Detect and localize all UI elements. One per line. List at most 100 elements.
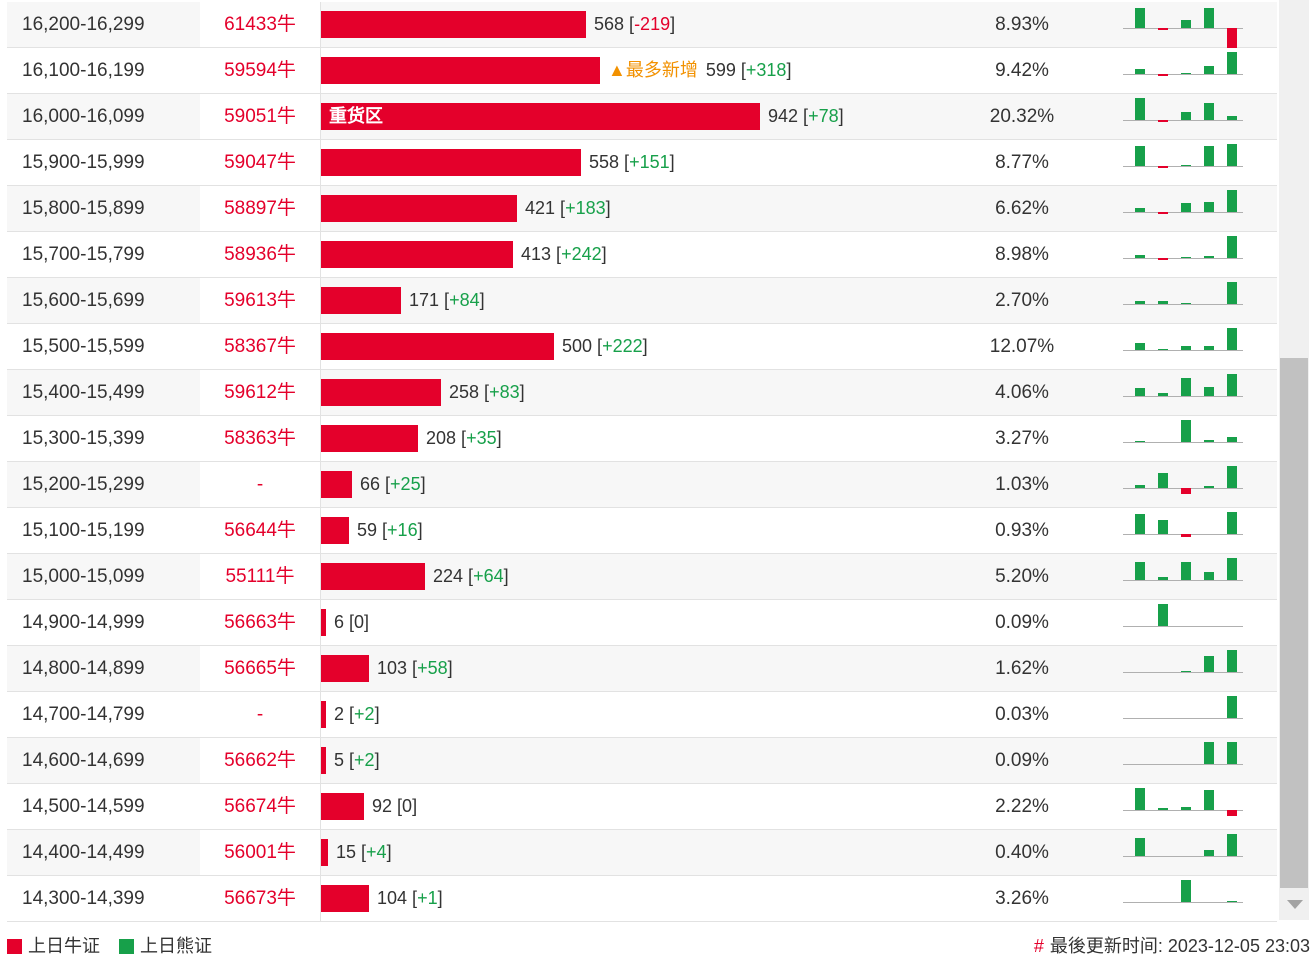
legend-bull-label: 上日牛证 — [28, 936, 100, 956]
table-row[interactable]: 16,200-16,299 61433牛 568 [-219] 8.93% — [7, 2, 1277, 48]
sparkline-bar — [1227, 116, 1237, 120]
volume-value: 568 — [594, 14, 625, 34]
volume-change: +1 — [417, 888, 438, 908]
cbbc-code-link[interactable]: 55111牛 — [200, 554, 320, 599]
cbbc-code-link[interactable]: 56001牛 — [200, 830, 320, 875]
table-row[interactable]: 14,500-14,599 56674牛 92 [0] 2.22% — [7, 784, 1277, 830]
sparkline-baseline — [1123, 166, 1243, 167]
price-range: 15,600-15,699 — [22, 290, 145, 311]
sparkline-chart — [1123, 876, 1243, 921]
table-row[interactable]: 16,000-16,099 59051牛 重货区 942 [+78] 20.32% — [7, 94, 1277, 140]
cbbc-code-link[interactable]: 58936牛 — [200, 232, 320, 277]
table-row[interactable]: 15,600-15,699 59613牛 171 [+84] 2.70% — [7, 278, 1277, 324]
sparkline-bar — [1158, 301, 1168, 304]
bar-cell: 5 [+2] — [320, 738, 1021, 783]
sparkline-bar — [1135, 562, 1145, 580]
sparkline-bar — [1227, 466, 1237, 488]
volume-value: 208 — [426, 428, 457, 448]
sparkline-baseline — [1123, 258, 1243, 259]
volume-bar — [321, 517, 349, 544]
table-row[interactable]: 15,400-15,499 59612牛 258 [+83] 4.06% — [7, 370, 1277, 416]
cbbc-code-link[interactable]: 59612牛 — [200, 370, 320, 415]
volume-change: +58 — [417, 658, 448, 678]
table-row[interactable]: 15,100-15,199 56644牛 59 [+16] 0.93% — [7, 508, 1277, 554]
percentage: 4.06% — [995, 382, 1049, 403]
sparkline-bar — [1181, 165, 1191, 166]
sparkline-bar — [1227, 28, 1237, 48]
percentage: 0.40% — [995, 842, 1049, 863]
volume-bar — [321, 701, 326, 728]
sparkline-bar — [1135, 388, 1145, 396]
cbbc-code-link[interactable]: 56662牛 — [200, 738, 320, 783]
sparkline-baseline — [1123, 120, 1243, 121]
volume-value: 942 — [768, 106, 799, 126]
sparkline-bar — [1158, 393, 1168, 396]
bar-cell: 15 [+4] — [320, 830, 1021, 875]
sparkline-bar — [1227, 901, 1237, 902]
table-row[interactable]: 14,900-14,999 56663牛 6 [0] 0.09% — [7, 600, 1277, 646]
sparkline-bar — [1135, 98, 1145, 120]
table-row[interactable]: 15,300-15,399 58363牛 208 [+35] 3.27% — [7, 416, 1277, 462]
volume-value: 421 — [525, 198, 556, 218]
sparkline-bar — [1181, 420, 1191, 442]
price-range: 15,000-15,099 — [22, 566, 145, 587]
percentage: 20.32% — [989, 106, 1055, 127]
legend: 上日牛证 上日熊证 — [7, 934, 226, 958]
cbbc-code-link[interactable]: 56673牛 — [200, 876, 320, 921]
volume-label: 500 [+222] — [562, 336, 648, 356]
volume-change: +183 — [565, 198, 606, 218]
table-row[interactable]: 15,000-15,099 55111牛 224 [+64] 5.20% — [7, 554, 1277, 600]
sparkline-bar — [1204, 346, 1214, 350]
percentage: 9.42% — [995, 60, 1049, 81]
table-row[interactable]: 14,400-14,499 56001牛 15 [+4] 0.40% — [7, 830, 1277, 876]
bar-cell: 500 [+222] — [320, 324, 1021, 369]
cbbc-code-link[interactable]: 61433牛 — [200, 2, 320, 47]
cbbc-code-link[interactable]: 59594牛 — [200, 48, 320, 93]
sparkline-bar — [1204, 146, 1214, 166]
scrollbar-thumb[interactable] — [1280, 358, 1308, 888]
sparkline-baseline — [1123, 672, 1243, 673]
table-row[interactable]: 15,900-15,999 59047牛 558 [+151] 8.77% — [7, 140, 1277, 186]
table-row[interactable]: 15,800-15,899 58897牛 421 [+183] 6.62% — [7, 186, 1277, 232]
cbbc-code-link[interactable]: 59051牛 — [200, 94, 320, 139]
volume-value: 599 — [705, 60, 736, 80]
scroll-down-arrow-icon[interactable] — [1287, 900, 1303, 909]
sparkline-chart — [1123, 2, 1243, 48]
table-row[interactable]: 14,800-14,899 56665牛 103 [+58] 1.62% — [7, 646, 1277, 692]
sparkline-baseline — [1123, 626, 1243, 627]
cbbc-code-link[interactable]: 59047牛 — [200, 140, 320, 185]
cbbc-code-link[interactable]: 58363牛 — [200, 416, 320, 461]
cbbc-code-link[interactable]: 56644牛 — [200, 508, 320, 553]
table-row[interactable]: 14,300-14,399 56673牛 104 [+1] 3.26% — [7, 876, 1277, 922]
cbbc-code-link[interactable]: 56663牛 — [200, 600, 320, 645]
sparkline-bar — [1158, 808, 1168, 810]
cbbc-code-link[interactable]: 58367牛 — [200, 324, 320, 369]
volume-value: 66 — [360, 474, 381, 494]
bar-cell: 2 [+2] — [320, 692, 1021, 737]
table-row[interactable]: 15,700-15,799 58936牛 413 [+242] 8.98% — [7, 232, 1277, 278]
table-row[interactable]: 15,500-15,599 58367牛 500 [+222] 12.07% — [7, 324, 1277, 370]
cbbc-code-link[interactable]: 59613牛 — [200, 278, 320, 323]
volume-bar — [321, 655, 369, 682]
sparkline-baseline — [1123, 350, 1243, 351]
sparkline-bar — [1227, 650, 1237, 672]
price-range: 14,800-14,899 — [22, 658, 145, 679]
sparkline-bar — [1204, 103, 1214, 120]
sparkline-bar — [1227, 834, 1237, 856]
cbbc-code-link[interactable]: 56665牛 — [200, 646, 320, 691]
sparkline-chart — [1123, 738, 1243, 783]
volume-change: +151 — [629, 152, 670, 172]
volume-label: 6 [0] — [334, 612, 370, 632]
sparkline-bar — [1135, 838, 1145, 856]
percentage: 3.26% — [995, 888, 1049, 909]
volume-value: 104 — [377, 888, 408, 908]
table-row[interactable]: 15,200-15,299 - 66 [+25] 1.03% — [7, 462, 1277, 508]
sparkline-bar — [1181, 112, 1191, 120]
cbbc-code-link[interactable]: 58897牛 — [200, 186, 320, 231]
legend-bear-label: 上日熊证 — [140, 936, 213, 956]
sparkline-bar — [1204, 656, 1214, 672]
table-row[interactable]: 16,100-16,199 59594牛 ▲最多新增 599 [+318] 9.42% — [7, 48, 1277, 94]
table-row[interactable]: 14,600-14,699 56662牛 5 [+2] 0.09% — [7, 738, 1277, 784]
cbbc-code-link[interactable]: 56674牛 — [200, 784, 320, 829]
table-row[interactable]: 14,700-14,799 -2 [+2] 0.03% — [7, 692, 1277, 738]
